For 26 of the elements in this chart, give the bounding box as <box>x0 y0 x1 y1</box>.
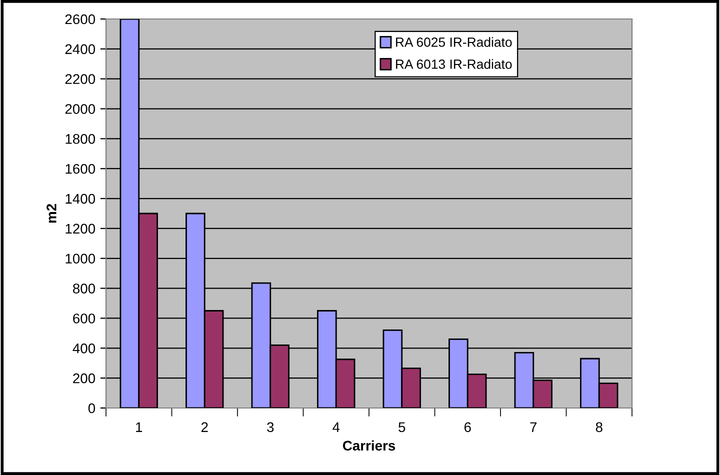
x-tick-label: 5 <box>398 422 406 432</box>
legend-label: RA 6025 IR-Radiato <box>396 37 512 47</box>
y-tick-label: 1400 <box>66 194 96 204</box>
y-tick-label: 1200 <box>66 224 96 234</box>
x-tick-label: 2 <box>201 422 208 432</box>
x-tick-label: 6 <box>464 422 471 432</box>
x-tick-label: 7 <box>530 422 537 432</box>
y-tick-label: 800 <box>73 284 96 294</box>
y-tick-label: 1800 <box>66 134 96 144</box>
x-axis-title: Carriers <box>342 440 396 451</box>
y-tick-label: 1000 <box>66 254 96 264</box>
y-axis-title: m2 <box>46 204 56 223</box>
y-tick-label: 2600 <box>65 14 96 24</box>
y-tick-label: 2200 <box>65 74 96 84</box>
y-tick-label: 2000 <box>65 104 96 114</box>
y-tick-label: 400 <box>72 343 96 354</box>
x-tick-label: 8 <box>596 422 602 432</box>
y-tick-label: 600 <box>73 314 96 324</box>
y-tick-label: 200 <box>73 373 96 384</box>
x-tick-label: 4 <box>332 422 340 432</box>
legend-label: RA 6013 IR-Radiato <box>396 59 512 69</box>
y-tick-label: 1600 <box>66 164 96 174</box>
x-tick-label: 3 <box>267 422 274 432</box>
x-tick-label: 1 <box>136 422 142 432</box>
y-tick-label: 0 <box>88 403 96 414</box>
y-tick-label: 2400 <box>65 44 96 54</box>
